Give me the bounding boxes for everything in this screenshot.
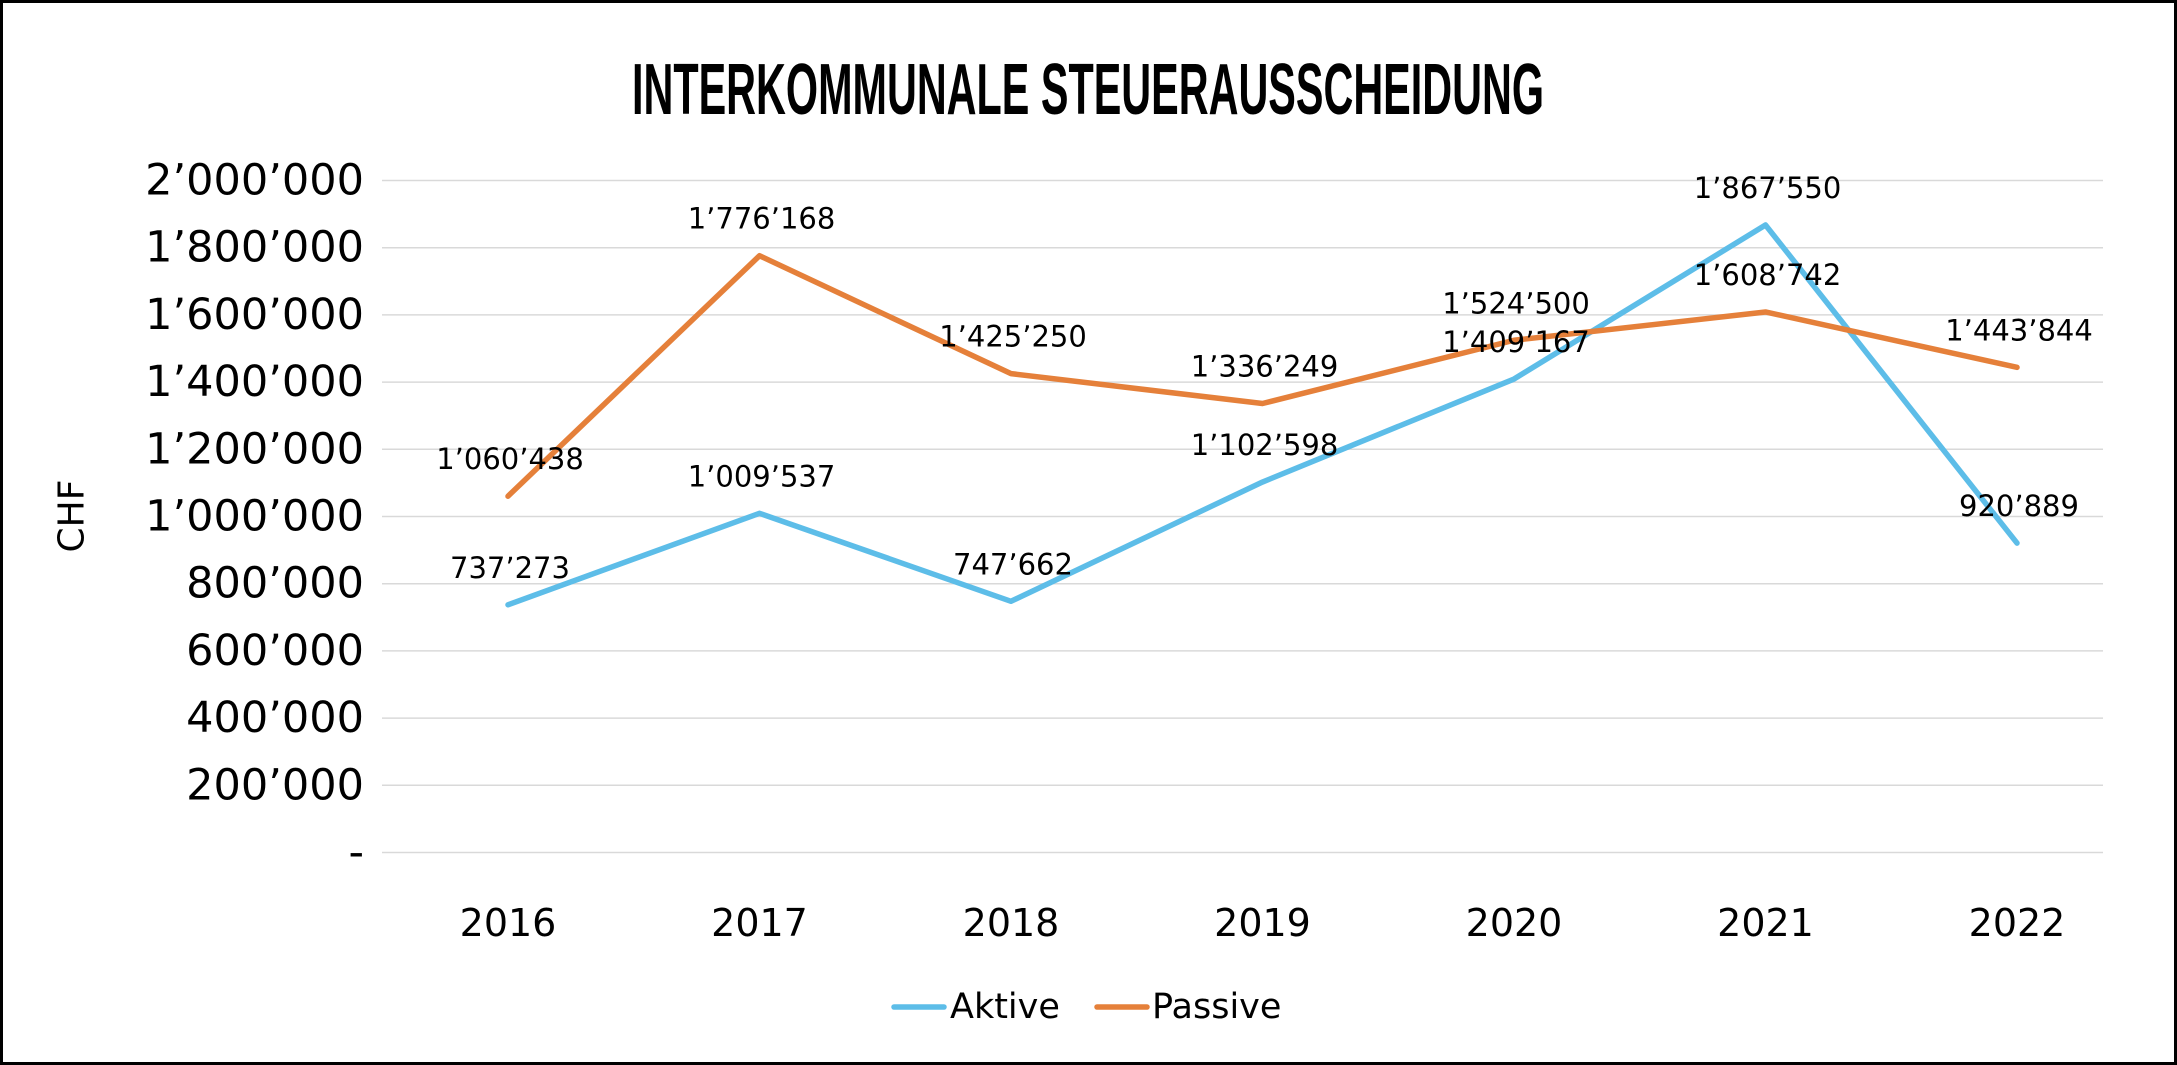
y-tick-label: 2’000’000 bbox=[145, 156, 364, 206]
x-tick-labels: 2016 2017 2018 2019 2020 2021 2022 bbox=[460, 901, 2066, 945]
y-tick-label: 400’000 bbox=[186, 693, 364, 743]
data-label-passive-2018: 1’425’250 bbox=[939, 320, 1087, 354]
data-label-passive-2021: 1’608’742 bbox=[1694, 258, 1842, 292]
x-tick-label: 2018 bbox=[963, 901, 1060, 945]
series-line-aktive bbox=[505, 222, 2020, 608]
y-tick-label: 1’800’000 bbox=[145, 223, 364, 273]
data-label-aktive-2020: 1’409’167 bbox=[1442, 325, 1590, 359]
legend-label-passive: Passive bbox=[1152, 987, 1281, 1027]
y-tick-label: 200’000 bbox=[186, 760, 364, 810]
data-label-passive-2019: 1’336’249 bbox=[1191, 350, 1339, 384]
y-tick-label: 1’600’000 bbox=[145, 290, 364, 340]
y-tick-label: 1’200’000 bbox=[145, 424, 364, 474]
y-tick-label: - bbox=[348, 828, 364, 878]
data-label-passive-2016: 1’060’438 bbox=[436, 442, 584, 476]
x-tick-label: 2016 bbox=[460, 901, 557, 945]
legend-label-aktive: Aktive bbox=[950, 987, 1060, 1027]
x-tick-label: 2019 bbox=[1214, 901, 1311, 945]
y-tick-labels: - 200’000 400’000 600’000 800’000 1’000’000 1’… bbox=[145, 156, 364, 878]
x-tick-label: 2020 bbox=[1466, 901, 1563, 945]
data-label-aktive-2017: 1’009’537 bbox=[688, 459, 836, 493]
y-tick-label: 800’000 bbox=[186, 559, 364, 609]
data-label-aktive-2019: 1’102’598 bbox=[1191, 428, 1339, 462]
gridlines bbox=[382, 179, 2103, 854]
y-tick-label: 600’000 bbox=[186, 626, 364, 676]
series-line-passive bbox=[505, 252, 2020, 499]
legend-item-passive: Passive bbox=[1094, 987, 1281, 1027]
chart-title: INTERKOMMUNALE STEUERAUSSCHEIDUNG bbox=[632, 50, 1544, 130]
y-tick-label: 1’400’000 bbox=[145, 357, 364, 407]
data-label-aktive-2018: 747’662 bbox=[953, 547, 1073, 581]
x-tick-label: 2021 bbox=[1717, 901, 1814, 945]
data-label-aktive-2022: 920’889 bbox=[1959, 489, 2079, 523]
y-axis-title: CHF bbox=[52, 480, 93, 553]
x-tick-label: 2022 bbox=[1969, 901, 2066, 945]
series-lines bbox=[505, 222, 2020, 608]
data-label-aktive-2016: 737’273 bbox=[450, 551, 570, 585]
legend-item-aktive: Aktive bbox=[891, 987, 1060, 1027]
y-tick-label: 1’000’000 bbox=[145, 492, 364, 542]
data-label-aktive-2021: 1’867’550 bbox=[1694, 171, 1842, 205]
legend: Aktive Passive bbox=[891, 987, 1281, 1027]
data-label-passive-2022: 1’443’844 bbox=[1945, 313, 2093, 347]
data-label-passive-2017: 1’776’168 bbox=[688, 202, 836, 236]
data-labels: 737’273 1’009’537 747’662 1’102’598 1’409’16… bbox=[436, 171, 2093, 585]
data-label-passive-2020: 1’524’500 bbox=[1442, 286, 1590, 320]
x-tick-label: 2017 bbox=[711, 901, 808, 945]
